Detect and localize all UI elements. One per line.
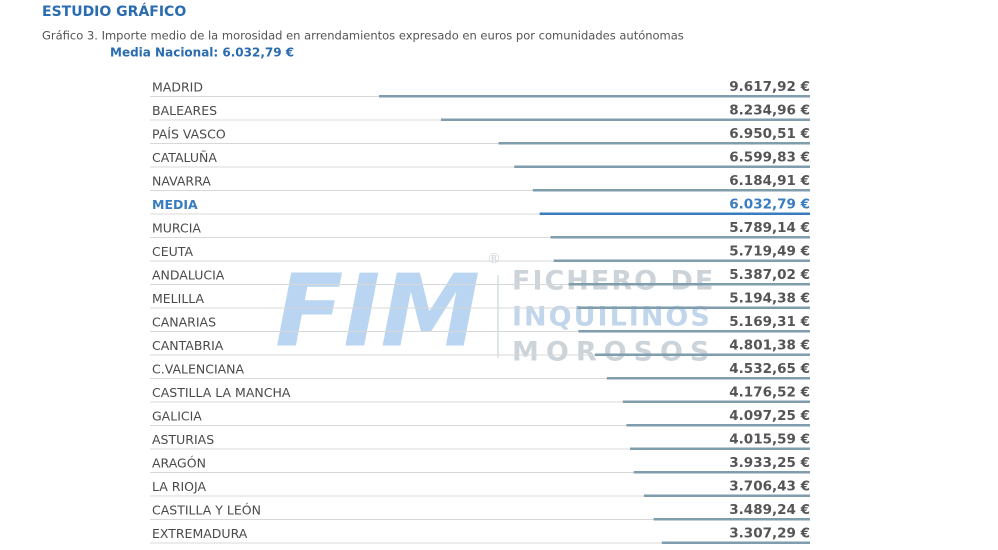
- category-label: CANTABRIA: [152, 338, 224, 353]
- value-label: 6.950,51 €: [729, 126, 810, 142]
- value-label: 5.194,38 €: [729, 291, 810, 307]
- category-label: CATALUÑA: [152, 150, 217, 165]
- value-label: 6.032,79 €: [729, 197, 810, 213]
- value-label: 4.097,25 €: [729, 408, 810, 424]
- watermark-line: INQUILINOS: [512, 302, 712, 333]
- bar: [643, 494, 810, 497]
- bar: [630, 447, 810, 450]
- category-label: ASTURIAS: [152, 432, 214, 447]
- category-label: EXTREMADURA: [152, 526, 248, 541]
- category-label: CASTILLA Y LEÓN: [152, 503, 261, 518]
- value-label: 4.532,65 €: [729, 361, 810, 377]
- category-label: MELILLA: [152, 291, 205, 306]
- value-label: 3.706,43 €: [729, 479, 810, 495]
- category-label: C.VALENCIANA: [152, 362, 245, 377]
- bar: [626, 424, 810, 427]
- bar: [514, 165, 810, 168]
- value-label: 5.169,31 €: [729, 314, 810, 330]
- category-label: CANARIAS: [152, 315, 216, 330]
- value-label: 3.933,25 €: [729, 455, 810, 471]
- category-label: ARAGÓN: [152, 456, 206, 471]
- annotation: Media Nacional: 6.032,79 €: [110, 46, 294, 60]
- value-label: 9.617,92 €: [729, 79, 810, 95]
- chart-subtitle: Gráfico 3. Importe medio de la morosidad…: [42, 29, 684, 43]
- bar: [553, 259, 810, 262]
- value-label: 5.719,49 €: [729, 244, 810, 260]
- watermark-logo: FIM: [275, 252, 480, 369]
- value-label: 5.387,02 €: [729, 267, 810, 283]
- bar: [539, 212, 810, 215]
- bar: [498, 142, 810, 145]
- watermark-line: MOROSOS: [512, 337, 716, 368]
- bar: [578, 330, 810, 333]
- bar: [577, 306, 810, 309]
- bar: [606, 377, 810, 380]
- category-label: MADRID: [152, 80, 203, 95]
- bar: [661, 541, 810, 544]
- bar: [532, 189, 810, 192]
- value-label: 4.176,52 €: [729, 385, 810, 401]
- category-label: GALICIA: [152, 409, 202, 424]
- category-label: LA RIOJA: [152, 479, 206, 494]
- bar: [550, 236, 810, 239]
- category-label: NAVARRA: [152, 174, 211, 189]
- watermark: FIM ® FICHERO DE INQUILINOS MOROSOS: [275, 251, 716, 369]
- category-label: ANDALUCIA: [152, 268, 225, 283]
- value-label: 4.801,38 €: [729, 338, 810, 354]
- category-label: CASTILLA LA MANCHA: [152, 385, 291, 400]
- value-label: 4.015,59 €: [729, 432, 810, 448]
- category-label: CEUTA: [152, 244, 193, 259]
- bar: [568, 283, 810, 286]
- bar: [440, 118, 810, 121]
- watermark-mark: ®: [487, 251, 501, 267]
- watermark-line: FICHERO DE: [512, 266, 715, 297]
- category-label: MURCIA: [152, 221, 201, 236]
- category-label: BALEARES: [152, 103, 217, 118]
- value-label: 8.234,96 €: [729, 103, 810, 119]
- value-label: 5.789,14 €: [729, 220, 810, 236]
- bar: [594, 353, 810, 356]
- value-label: 6.599,83 €: [729, 150, 810, 166]
- value-label: 3.489,24 €: [729, 502, 810, 518]
- category-label: MEDIA: [152, 197, 198, 212]
- bar: [379, 95, 810, 98]
- value-label: 3.307,29 €: [729, 526, 810, 542]
- value-label: 6.184,91 €: [729, 173, 810, 189]
- bar: [622, 400, 810, 403]
- chart-title: ESTUDIO GRÁFICO: [42, 3, 186, 20]
- category-label: PAÍS VASCO: [152, 127, 226, 142]
- bar: [633, 471, 810, 474]
- bar: [653, 518, 810, 521]
